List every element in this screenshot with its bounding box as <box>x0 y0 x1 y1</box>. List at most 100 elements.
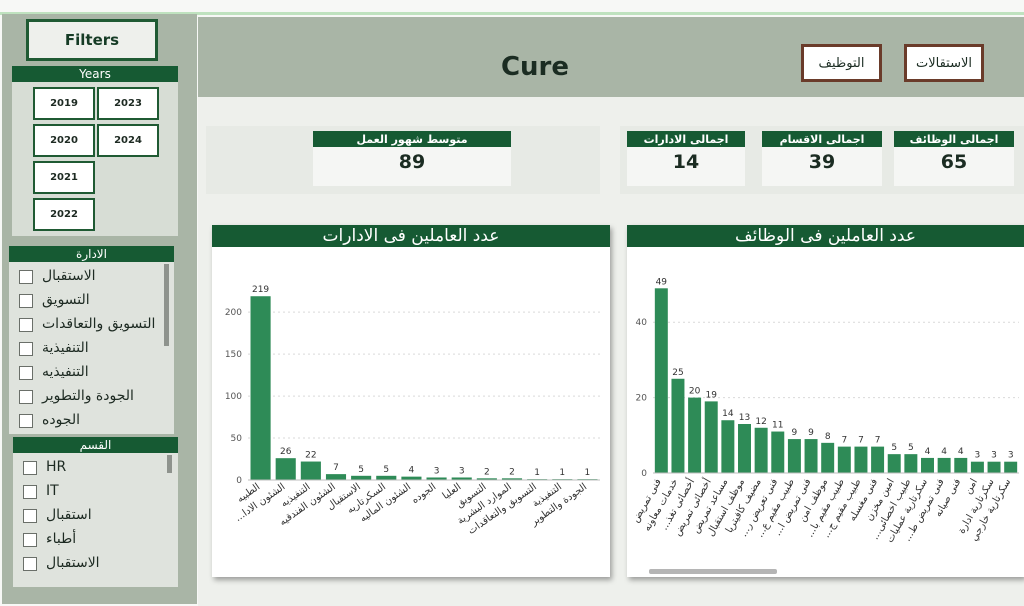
y-tick-label: 20 <box>636 394 648 404</box>
bar[interactable] <box>501 478 523 480</box>
bar[interactable] <box>250 296 271 480</box>
checkbox[interactable] <box>19 414 33 428</box>
bar[interactable] <box>671 378 685 473</box>
data-label: 19 <box>706 390 718 400</box>
bar[interactable] <box>987 461 1001 473</box>
slicer-item-label[interactable]: التنفيذية <box>42 340 89 356</box>
slicer-item-label[interactable]: IT <box>46 483 59 499</box>
bar[interactable] <box>804 439 818 473</box>
checkbox[interactable] <box>23 509 37 523</box>
kpi-avg-months: متوسط شهور العمل 89 <box>313 131 511 186</box>
bar[interactable] <box>837 446 851 473</box>
bar[interactable] <box>688 397 702 473</box>
slicer-item-label[interactable]: الاستقبال <box>42 268 96 284</box>
bar[interactable] <box>351 475 372 480</box>
section-scrollbar[interactable] <box>167 455 172 473</box>
data-label: 8 <box>825 432 831 442</box>
bar[interactable] <box>704 401 718 473</box>
bar[interactable] <box>721 420 735 473</box>
data-label: 7 <box>858 436 864 446</box>
bar[interactable] <box>325 474 347 480</box>
bar[interactable] <box>904 454 918 473</box>
slicer-item-label[interactable]: أطباء <box>46 531 77 547</box>
bar[interactable] <box>1004 461 1018 473</box>
year-button-2021[interactable]: 2021 <box>33 161 95 194</box>
bar[interactable] <box>821 442 835 473</box>
department-scrollbar[interactable] <box>164 264 169 346</box>
kpi-label: اجمالى الادارات <box>627 131 745 147</box>
bar[interactable] <box>887 454 901 473</box>
year-button-2024[interactable]: 2024 <box>97 124 159 157</box>
data-label: 3 <box>991 451 997 461</box>
checkbox[interactable] <box>19 294 33 308</box>
bar[interactable] <box>451 477 472 480</box>
bar[interactable] <box>970 461 984 473</box>
checkbox[interactable] <box>19 318 33 332</box>
hiring-button[interactable]: التوظيف <box>801 44 882 82</box>
resignations-button[interactable]: الاستقالات <box>904 44 984 82</box>
data-label: 13 <box>739 413 750 423</box>
bar[interactable] <box>275 458 296 480</box>
filters-button[interactable]: Filters <box>26 19 158 61</box>
checkbox[interactable] <box>23 485 37 499</box>
bar[interactable] <box>954 457 968 473</box>
section-heading: القسم <box>13 437 178 453</box>
checkbox[interactable] <box>19 390 33 404</box>
checkbox[interactable] <box>23 461 37 475</box>
kpi-value: 65 <box>940 151 968 173</box>
bar[interactable] <box>476 478 497 480</box>
chart-scrollbar[interactable] <box>649 569 777 574</box>
data-label: 4 <box>941 447 947 457</box>
slicer-item-label[interactable]: التسويق والتعاقدات <box>42 316 156 332</box>
year-button-2022[interactable]: 2022 <box>33 198 95 231</box>
bar[interactable] <box>426 477 447 480</box>
kpi-total-jobs: اجمالى الوظائف 65 <box>894 131 1014 186</box>
bar[interactable] <box>871 446 885 473</box>
y-tick-label: 0 <box>236 476 242 486</box>
bar[interactable] <box>401 476 422 480</box>
kpi-label: متوسط شهور العمل <box>313 131 511 147</box>
slicer-item-label[interactable]: HR <box>46 459 67 475</box>
data-label: 1 <box>559 468 565 478</box>
y-tick-label: 200 <box>225 308 242 318</box>
checkbox[interactable] <box>19 366 33 380</box>
data-label: 11 <box>772 421 783 431</box>
data-label: 3 <box>459 466 465 476</box>
kpi-value: 14 <box>672 151 700 173</box>
slicer-item-label[interactable]: الجوده <box>42 412 80 428</box>
data-label: 14 <box>722 409 734 419</box>
checkbox[interactable] <box>23 557 37 571</box>
year-button-2020[interactable]: 2020 <box>33 124 95 157</box>
bar[interactable] <box>654 288 668 473</box>
bar[interactable] <box>921 457 934 473</box>
slicer-item-label[interactable]: التسويق <box>42 292 90 308</box>
chart-departments: عدد العاملين فى الادارات 0 50 100 150 200 219… <box>212 225 610 577</box>
bar[interactable] <box>937 457 951 473</box>
checkbox[interactable] <box>19 270 33 284</box>
data-label: 9 <box>792 428 798 438</box>
bar[interactable] <box>787 439 801 473</box>
checkbox[interactable] <box>19 342 33 356</box>
checkbox[interactable] <box>23 533 37 547</box>
bar[interactable] <box>771 431 785 473</box>
top-accent-line <box>0 12 1024 15</box>
kpi-value: 89 <box>398 151 426 173</box>
slicer-item-label[interactable]: الجودة والتطوير <box>42 388 134 404</box>
bar[interactable] <box>738 424 751 473</box>
year-button-2019[interactable]: 2019 <box>33 87 95 120</box>
data-label: 3 <box>1008 451 1014 461</box>
kpi-value: 39 <box>808 151 836 173</box>
chart-jobs: عدد العاملين فى الوظائف 0 20 40 49 فنى تمريض… <box>627 225 1024 577</box>
department-heading: الادارة <box>9 246 174 262</box>
slicer-item-label[interactable]: استقبال <box>46 507 92 523</box>
slicer-item-label[interactable]: التنفيذيه <box>42 364 89 380</box>
bar[interactable] <box>376 475 397 480</box>
bar[interactable] <box>300 461 321 480</box>
year-button-2023[interactable]: 2023 <box>97 87 159 120</box>
data-label: 4 <box>925 447 931 457</box>
data-label: 26 <box>280 447 292 457</box>
bar[interactable] <box>854 446 868 473</box>
slicer-item-label[interactable]: الاستقبال <box>46 555 100 571</box>
bar[interactable] <box>754 427 768 473</box>
